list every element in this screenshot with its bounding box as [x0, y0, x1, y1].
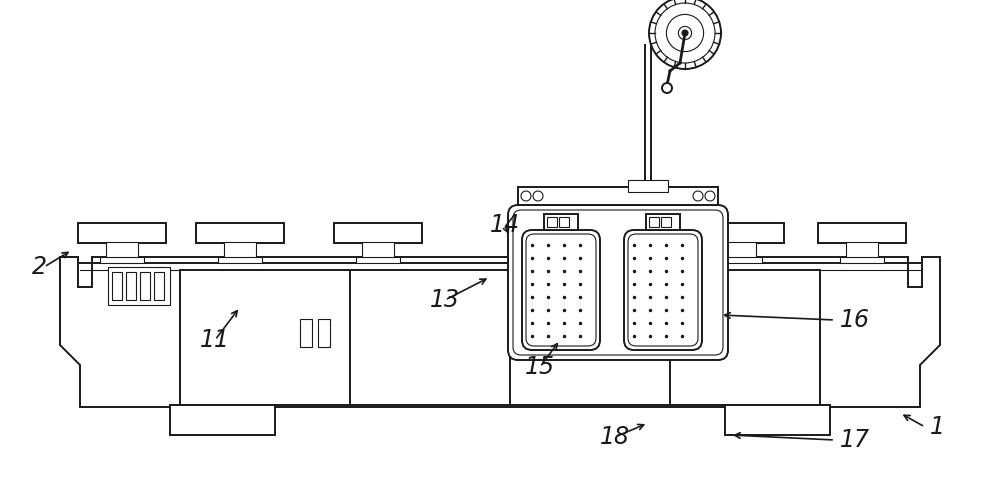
Bar: [140, 272, 150, 300]
Bar: [846, 242, 878, 258]
Bar: [334, 223, 422, 243]
FancyBboxPatch shape: [508, 205, 728, 360]
Circle shape: [533, 191, 543, 201]
Bar: [724, 242, 756, 258]
Circle shape: [662, 83, 672, 93]
Bar: [100, 257, 144, 263]
Text: 17: 17: [840, 428, 870, 452]
Circle shape: [693, 191, 703, 201]
Text: 15: 15: [525, 355, 555, 379]
Bar: [818, 223, 906, 243]
Bar: [547, 217, 557, 227]
Bar: [544, 214, 578, 230]
Bar: [661, 217, 671, 227]
Circle shape: [649, 0, 721, 69]
Bar: [718, 257, 762, 263]
Bar: [840, 257, 884, 263]
Bar: [559, 217, 569, 227]
Bar: [218, 257, 262, 263]
Bar: [224, 242, 256, 258]
Bar: [108, 267, 170, 305]
Bar: [628, 180, 668, 192]
Text: 1: 1: [930, 415, 945, 439]
Text: 2: 2: [32, 255, 47, 279]
Text: 11: 11: [200, 328, 230, 352]
Bar: [112, 272, 122, 300]
Text: 16: 16: [840, 308, 870, 332]
Bar: [154, 272, 164, 300]
Bar: [518, 187, 718, 205]
Bar: [725, 405, 830, 435]
Bar: [78, 223, 166, 243]
Bar: [600, 319, 612, 347]
Circle shape: [705, 191, 715, 201]
Bar: [126, 272, 136, 300]
Circle shape: [682, 30, 688, 36]
Bar: [649, 217, 659, 227]
Text: 13: 13: [430, 288, 460, 312]
Bar: [318, 319, 330, 347]
Bar: [696, 223, 784, 243]
Bar: [618, 319, 630, 347]
Polygon shape: [60, 257, 940, 407]
Circle shape: [655, 3, 715, 63]
Circle shape: [521, 191, 531, 201]
FancyBboxPatch shape: [522, 230, 600, 350]
Bar: [170, 405, 275, 435]
Bar: [300, 319, 312, 347]
Circle shape: [678, 26, 692, 40]
Bar: [180, 270, 820, 405]
Bar: [196, 223, 284, 243]
Bar: [106, 242, 138, 258]
Bar: [356, 257, 400, 263]
Circle shape: [666, 14, 704, 51]
FancyBboxPatch shape: [624, 230, 702, 350]
Bar: [646, 214, 680, 230]
Text: 18: 18: [600, 425, 630, 449]
Text: 14: 14: [490, 213, 520, 237]
Bar: [362, 242, 394, 258]
